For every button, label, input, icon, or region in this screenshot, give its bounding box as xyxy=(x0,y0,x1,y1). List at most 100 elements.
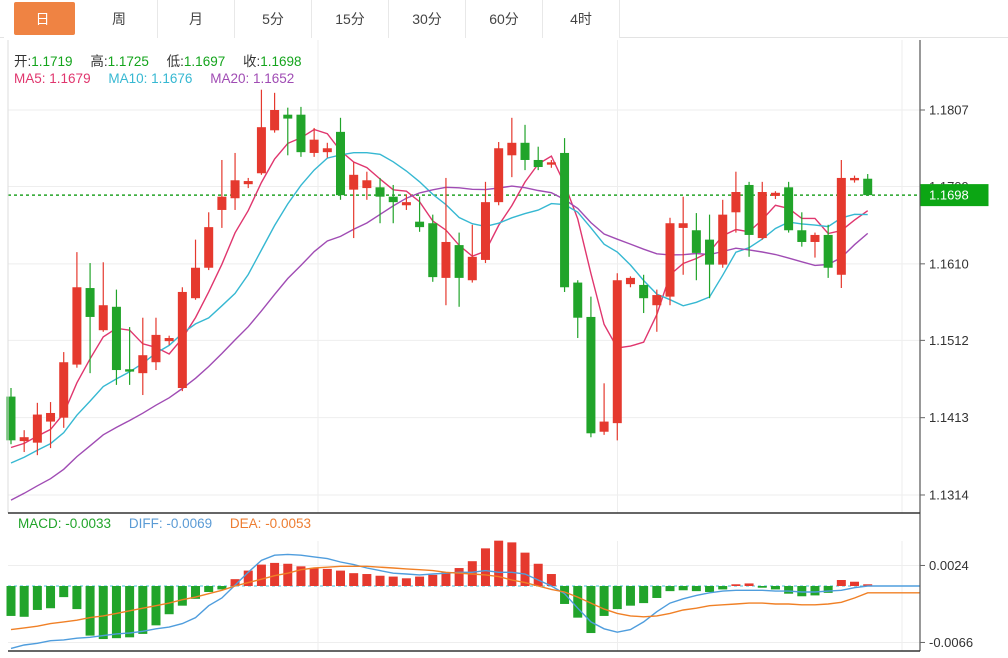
candle-body xyxy=(270,110,280,131)
diff-line xyxy=(10,553,920,650)
tab-30min[interactable]: 30分 xyxy=(389,0,466,38)
macd-bar xyxy=(625,586,635,606)
candle-body xyxy=(309,139,319,153)
candle-body xyxy=(810,234,820,242)
macd-bar xyxy=(309,568,319,586)
macd-bar xyxy=(533,563,543,586)
tab-label: 30分 xyxy=(412,11,442,27)
macd-bar xyxy=(230,579,240,586)
axis-tick-label: 1.1314 xyxy=(929,487,969,502)
low-label: 低: xyxy=(166,54,184,69)
grid-lines xyxy=(8,40,920,651)
candle-body xyxy=(375,187,385,197)
candle-body xyxy=(72,287,82,365)
macd-bar xyxy=(415,576,425,586)
tab-day[interactable]: 日 xyxy=(4,0,81,38)
candle-body xyxy=(336,131,345,196)
tab-week[interactable]: 周 xyxy=(81,0,158,38)
macd-bar xyxy=(138,586,148,634)
timeframe-tabs: 日 周 月 5分 15分 30分 60分 4时 xyxy=(0,0,1008,38)
macd-bar xyxy=(388,576,398,586)
macd-bar xyxy=(6,586,16,616)
macd-bar xyxy=(191,586,201,599)
macd-bar xyxy=(204,586,214,592)
macd-bar xyxy=(718,586,728,590)
candle-body xyxy=(388,196,398,203)
macd-bar xyxy=(322,568,332,586)
candle-body xyxy=(32,414,42,443)
candle-body xyxy=(586,316,596,434)
tab-15min[interactable]: 15分 xyxy=(312,0,389,38)
tab-label: 15分 xyxy=(335,11,365,27)
macd-bar xyxy=(177,586,187,606)
candle-body xyxy=(467,256,477,281)
candle-body xyxy=(111,306,121,371)
axis-tick-label: 1.1610 xyxy=(929,256,969,271)
candle-body xyxy=(164,338,174,342)
macd-bar xyxy=(599,586,609,616)
macd-bar xyxy=(560,586,570,604)
current-price-badge xyxy=(920,184,989,207)
candle-body xyxy=(296,114,306,153)
macd-bar xyxy=(454,568,464,586)
macd-bar xyxy=(652,586,662,598)
axis-tick-label: 1.1807 xyxy=(929,103,969,118)
tab-month[interactable]: 月 xyxy=(158,0,235,38)
candle-body xyxy=(362,180,372,189)
current-price-badge-text: 1.1698 xyxy=(929,188,969,203)
dea-label: DEA: xyxy=(229,516,262,531)
candle-body xyxy=(507,142,517,156)
candlesticks xyxy=(6,89,873,456)
macd-bar xyxy=(72,586,82,610)
macd-bar xyxy=(111,586,121,639)
candle-body xyxy=(665,223,675,297)
macd-bar xyxy=(678,586,688,591)
macd-bar xyxy=(375,575,385,586)
macd-bar xyxy=(428,574,438,586)
tab-active-highlight xyxy=(14,2,75,35)
tab-label: 日 xyxy=(35,11,50,27)
tab-60min[interactable]: 60分 xyxy=(466,0,543,38)
macd-bar xyxy=(744,583,754,586)
candle-body xyxy=(230,180,240,199)
macd-bar xyxy=(823,586,833,593)
candle-body xyxy=(705,239,715,265)
tab-4hour[interactable]: 4时 xyxy=(543,0,620,38)
candle-body xyxy=(718,214,728,265)
macd-bar xyxy=(836,580,846,586)
macd-bar xyxy=(665,586,675,592)
candle-body xyxy=(480,202,490,260)
macd-bar xyxy=(283,563,293,586)
axis-tick-label: -0.0066 xyxy=(929,635,973,650)
macd-bar xyxy=(850,581,860,586)
macd-bar xyxy=(520,552,530,586)
macd-bar xyxy=(98,586,108,640)
candle-body xyxy=(401,202,411,206)
candle-body xyxy=(850,177,860,181)
ma10-label: MA10: xyxy=(108,71,148,86)
candle-body xyxy=(823,234,833,268)
candle-body xyxy=(836,177,846,275)
axis-tick-label: 0.0024 xyxy=(929,558,969,573)
macd-bar xyxy=(639,586,649,604)
candle-body xyxy=(678,223,688,228)
macd-legend: MACD: -0.0033 DIFF: -0.0069 DEA: -0.0053 xyxy=(18,516,325,531)
candle-body xyxy=(797,230,807,242)
candle-body xyxy=(612,280,622,424)
candle-body xyxy=(85,288,95,317)
tab-5min[interactable]: 5分 xyxy=(235,0,312,38)
low-value: 1.1697 xyxy=(183,54,226,69)
macd-bar xyxy=(401,578,411,586)
macd-bar xyxy=(546,574,556,586)
macd-bar xyxy=(362,574,372,586)
candle-body xyxy=(494,148,504,203)
axes xyxy=(7,40,921,652)
macd-bar xyxy=(507,542,517,586)
candle-body xyxy=(283,114,293,119)
candle-body xyxy=(731,191,741,213)
macd-bar xyxy=(691,586,701,592)
candle-body xyxy=(243,181,253,185)
dea-line xyxy=(10,565,920,631)
